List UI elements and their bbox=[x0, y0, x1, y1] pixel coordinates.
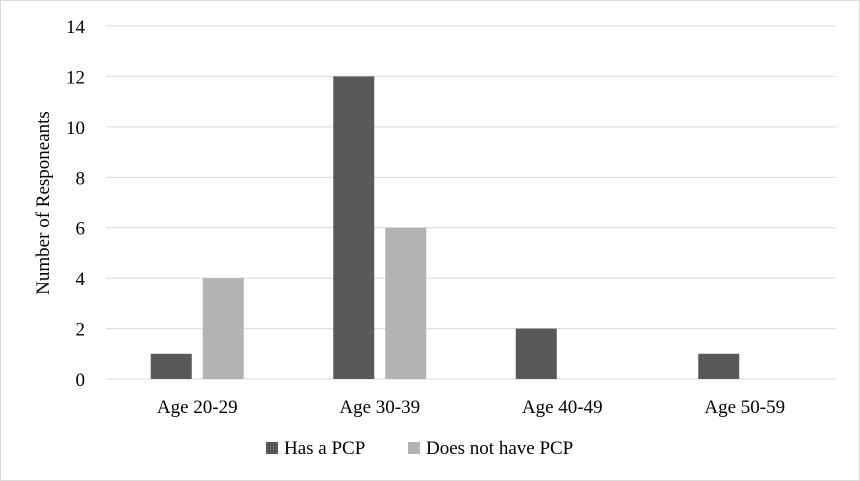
y-tick-label: 12 bbox=[66, 67, 85, 88]
legend-swatch bbox=[266, 442, 278, 454]
y-tick-label: 4 bbox=[76, 269, 86, 290]
y-axis-ticks: 0 2 4 6 8 10 12 14 bbox=[66, 17, 86, 391]
bar bbox=[385, 227, 427, 379]
y-axis-title: Number of Responeants bbox=[33, 111, 54, 295]
y-tick-label: 10 bbox=[66, 118, 85, 139]
x-category-label: Age 20-29 bbox=[157, 397, 238, 418]
bar bbox=[698, 353, 740, 379]
x-category-label: Age 30-39 bbox=[339, 397, 420, 418]
bar bbox=[333, 76, 375, 379]
y-tick-label: 2 bbox=[76, 320, 86, 341]
bar bbox=[515, 328, 557, 379]
y-tick-label: 14 bbox=[66, 17, 86, 38]
legend-swatch bbox=[408, 442, 420, 454]
y-tick-label: 6 bbox=[76, 219, 86, 240]
y-tick-label: 0 bbox=[76, 370, 86, 391]
x-category-label: Age 40-49 bbox=[522, 397, 603, 418]
bar bbox=[150, 353, 192, 379]
bar bbox=[202, 278, 244, 379]
x-axis-categories: Age 20-29 Age 30-39 Age 40-49 Age 50-59 bbox=[157, 397, 785, 418]
legend-label: Does not have PCP bbox=[426, 438, 573, 459]
x-category-label: Age 50-59 bbox=[704, 397, 785, 418]
bars bbox=[150, 76, 740, 379]
y-tick-label: 8 bbox=[76, 168, 86, 189]
legend: Has a PCP Does not have PCP bbox=[266, 438, 573, 459]
legend-label: Has a PCP bbox=[284, 438, 365, 459]
